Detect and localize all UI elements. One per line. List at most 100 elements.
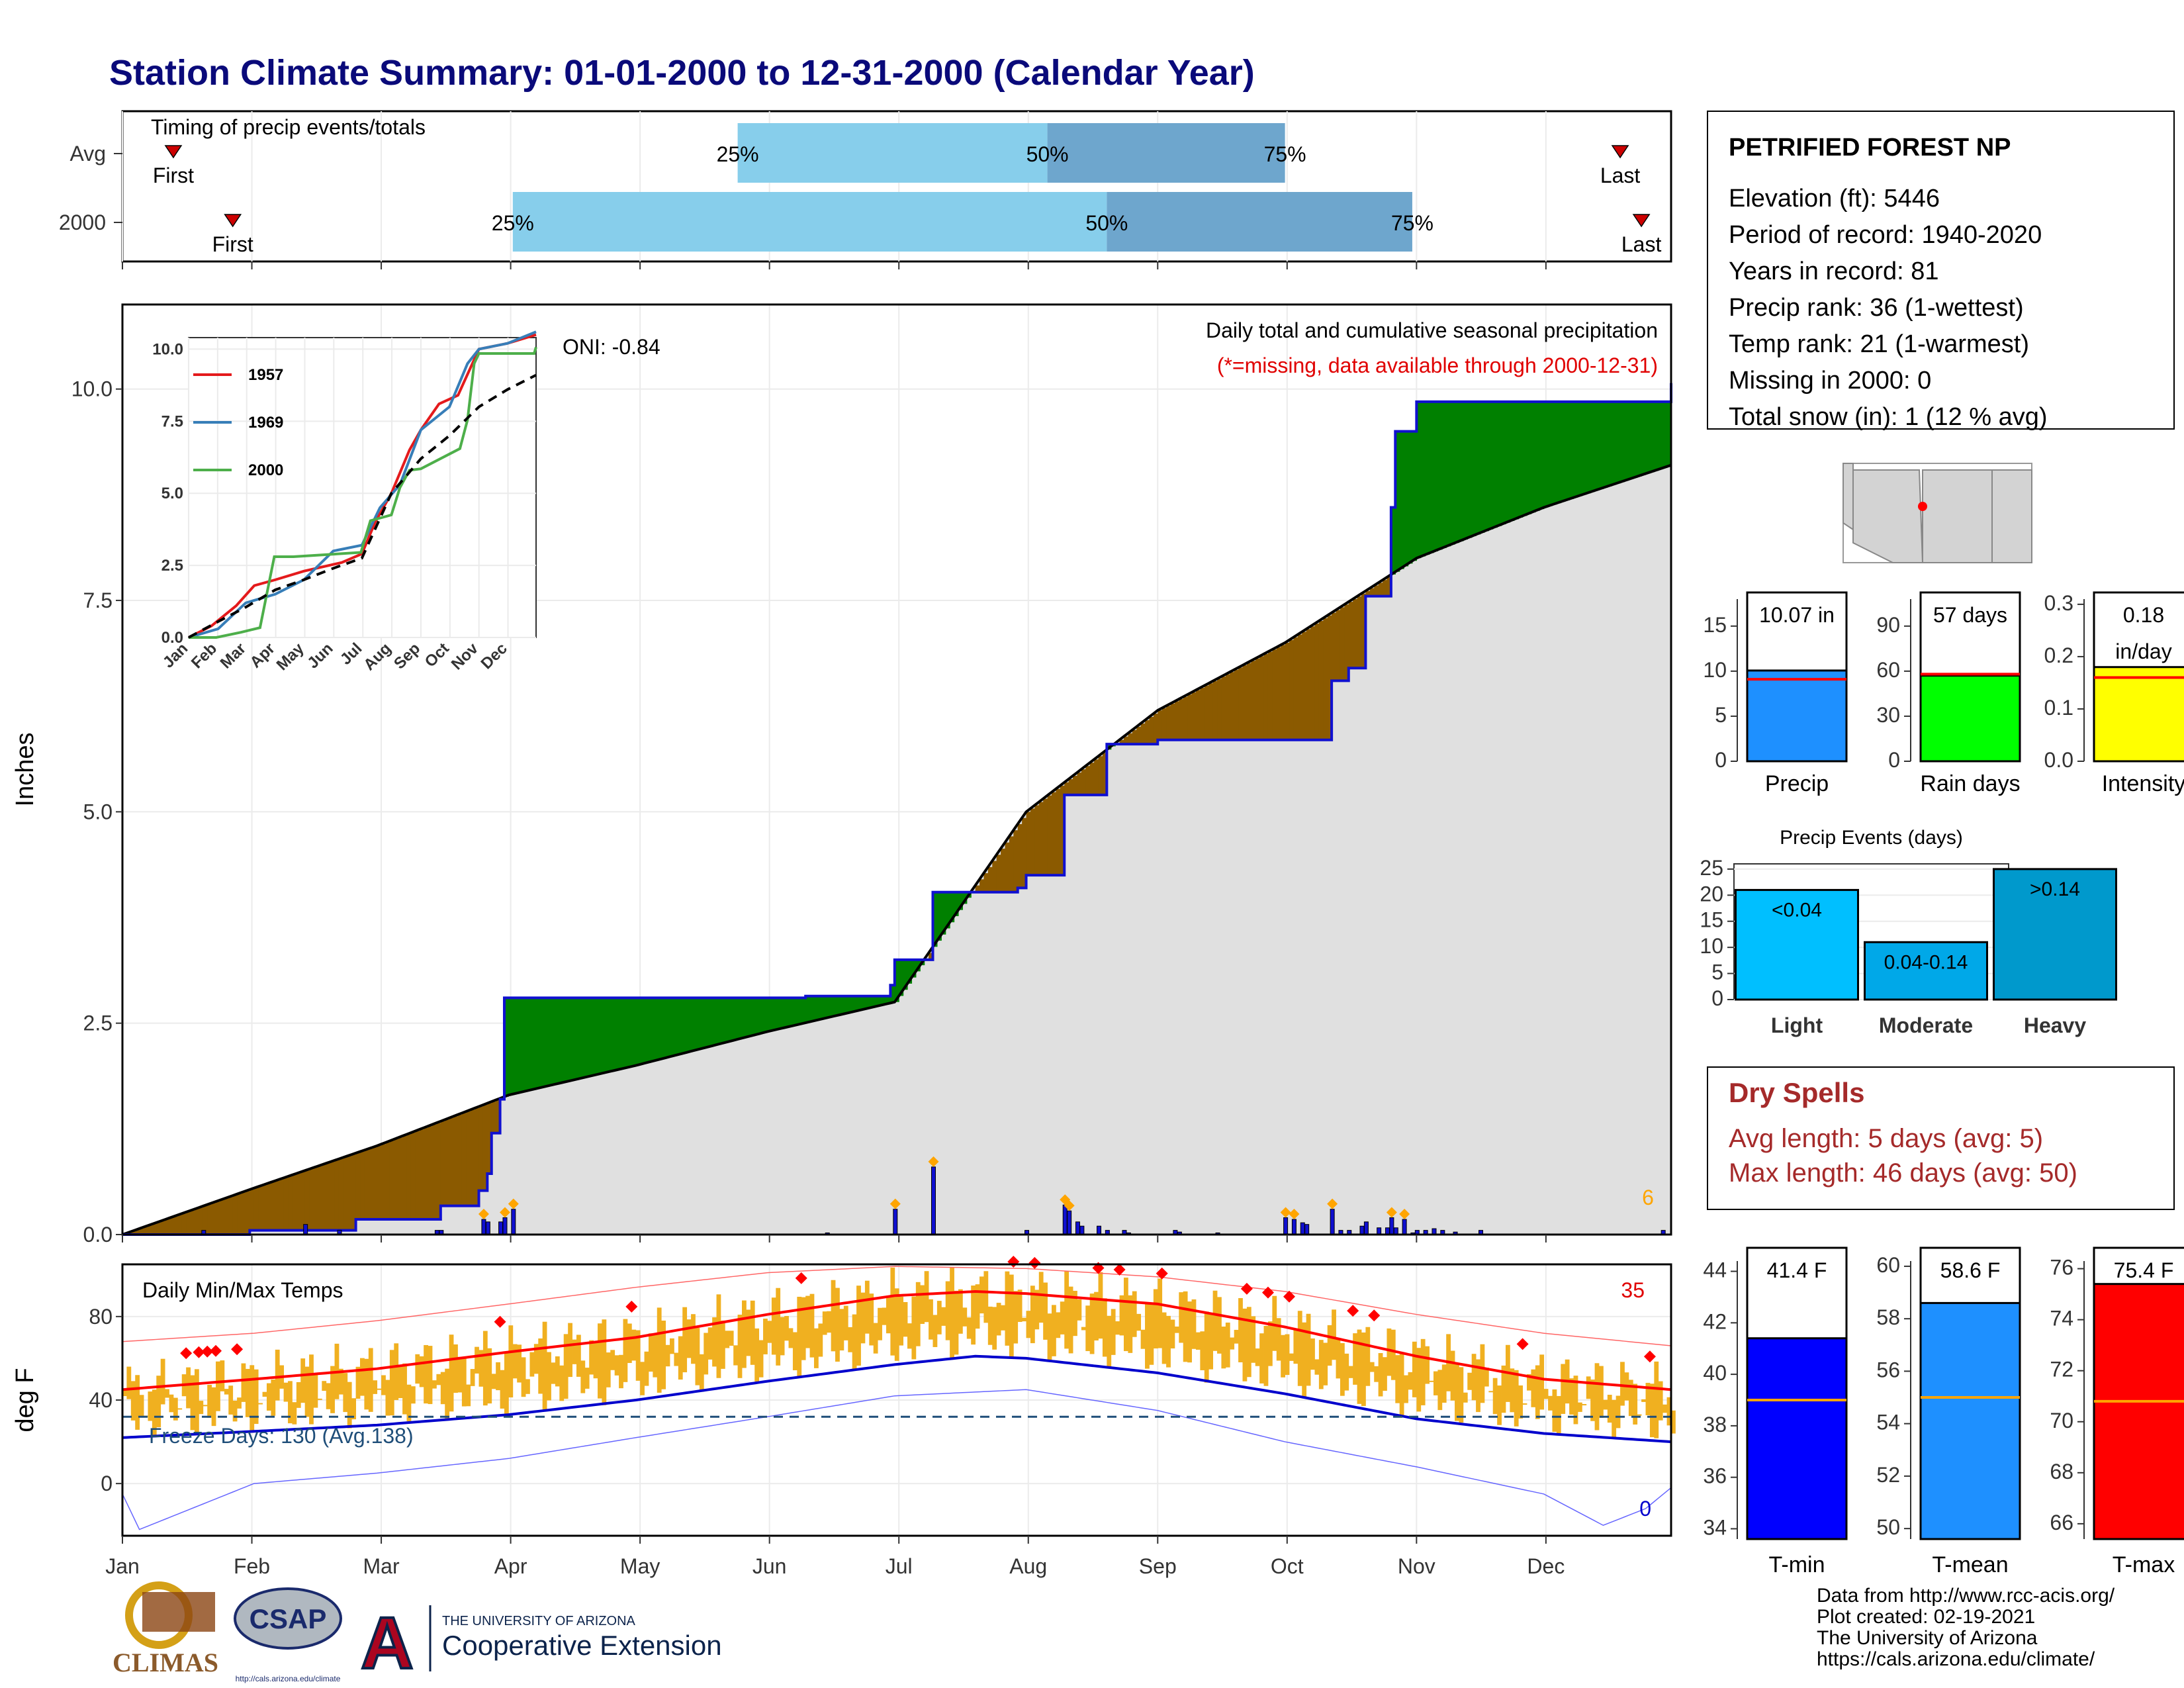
below-average-fill [440,1121,445,1206]
below-average-fill [292,1174,297,1231]
above-average-fill [1543,401,1549,508]
daily-temp-range-bar [1323,1342,1328,1385]
above-average-fill [788,998,794,1027]
ua-big-text: Cooperative Extension [442,1630,722,1661]
inset-legend-label: 1969 [248,414,283,432]
daily-temp-range-bar [1387,1328,1392,1376]
daily-temp-range-bar [1145,1303,1150,1369]
daily-temp-range-bar [1149,1303,1154,1365]
above-average-fill [852,996,857,1012]
daily-temp-range-bar [1242,1308,1248,1382]
daily-temp-range-bar [725,1331,730,1348]
below-average-fill [1094,759,1099,795]
daily-temp-range-bar [915,1282,921,1346]
above-average-fill [572,998,577,1080]
average-min-line [122,1354,1672,1444]
daily-temp-range-bar [1089,1293,1095,1354]
below-average-fill [406,1134,412,1220]
above-average-fill [1633,401,1638,478]
below-average-fill [1357,596,1362,669]
above-average-fill [903,959,908,990]
daily-temp-range-bar [453,1344,458,1393]
climas-logo-block [142,1592,215,1632]
record-high-marker [1113,1264,1126,1276]
summary-value-bar [1746,1337,1848,1540]
daily-temp-range-bar [971,1286,976,1345]
daily-temp-range-bar [1005,1271,1010,1346]
above-average-fill [1535,401,1540,511]
daily-temp-range-bar [873,1323,878,1354]
daily-temp-range-bar [445,1368,450,1421]
timing-row-label: Avg [69,142,106,165]
daily-temp-range-bar [1471,1354,1477,1401]
below-average-fill [1128,733,1133,745]
daily-temp-range-bar [1043,1282,1048,1340]
daily-temp-range-bar [975,1284,980,1329]
above-average-fill [1637,401,1642,477]
below-average-fill [1242,665,1248,740]
summary-ytick-label: 0.0 [2044,748,2073,772]
daily-temp-range-bar [199,1401,204,1415]
daily-temp-range-bar [1217,1297,1222,1354]
below-average-fill [1310,626,1316,740]
daily-temp-range-bar [1212,1290,1218,1351]
below-average-fill [1119,739,1124,745]
below-average-fill [1166,706,1171,740]
daily-temp-range-bar [945,1281,950,1340]
below-average-fill [1030,808,1035,876]
summary-value-bar [1746,669,1848,763]
daily-temp-range-bar [1492,1378,1498,1415]
above-average-fill [1463,401,1468,540]
daily-temp-range-bar [1200,1331,1205,1370]
inset-ytick-label: 10.0 [152,340,183,358]
below-average-fill [334,1160,340,1231]
daily-temp-range-bar [784,1316,789,1341]
below-average-fill [262,1185,267,1231]
daily-temp-range-bar [355,1366,361,1399]
month-label: Jun [752,1554,787,1578]
daily-precip-bar [1393,1227,1398,1235]
below-average-fill [1022,818,1027,888]
summary-value-label: 75.4 F [2114,1258,2174,1282]
above-average-fill [1590,401,1596,492]
below-average-fill [1281,645,1286,740]
daily-temp-range-bar [381,1375,386,1395]
daily-temp-range-bar [707,1327,713,1360]
above-average-fill [894,959,899,1002]
daily-temp-range-bar [1641,1399,1646,1402]
daily-temp-range-bar [232,1400,238,1422]
daily-temp-range-bar [1522,1403,1527,1405]
above-average-fill [521,998,526,1092]
summary-value-bar [2093,1283,2184,1540]
daily-temp-range-bar [1111,1309,1116,1355]
daily-temp-range-bar [631,1329,637,1361]
below-average-fill [232,1196,238,1235]
inset-series-line [188,330,537,639]
credit-line: Data from http://www.rcc-acis.org/ [1817,1585,2115,1607]
daily-temp-range-bar [500,1370,505,1409]
summary-ytick-label: 76 [2050,1256,2073,1280]
below-average-fill [326,1163,331,1231]
summary-ytick-label: 0 [1888,748,1900,772]
daily-temp-range-bar [1441,1364,1447,1403]
daily-temp-range-bar [767,1321,772,1343]
events-bar-label: >0.14 [2030,878,2080,900]
precip-summary-bars: 0 5 10 15 10.07 in Precip 0 30 60 90 57 days Rain d… [1703,591,2184,796]
timing-pct-label: 75% [1264,142,1306,166]
daily-temp-range-bar [1437,1370,1443,1411]
daily-temp-range-bar [1556,1395,1561,1434]
below-average-fill [1183,696,1188,740]
daily-temp-range-bar [1637,1414,1642,1416]
daily-temp-range-bar [1170,1319,1175,1349]
daily-temp-range-bar [156,1376,161,1428]
main-chart-title: Daily total and cumulative seasonal prec… [1206,318,1658,342]
freeze-days-label: Freeze Days: 130 (Avg.138) [149,1424,414,1448]
below-average-fill [1034,805,1040,876]
daily-precip-bar [1359,1225,1365,1235]
daily-temp-range-bar [1577,1402,1582,1412]
summary-xlabel: Intensity [2102,771,2184,796]
below-average-fill [220,1199,225,1235]
daily-temp-range-bar [1302,1322,1307,1399]
below-average-fill [1136,726,1142,745]
